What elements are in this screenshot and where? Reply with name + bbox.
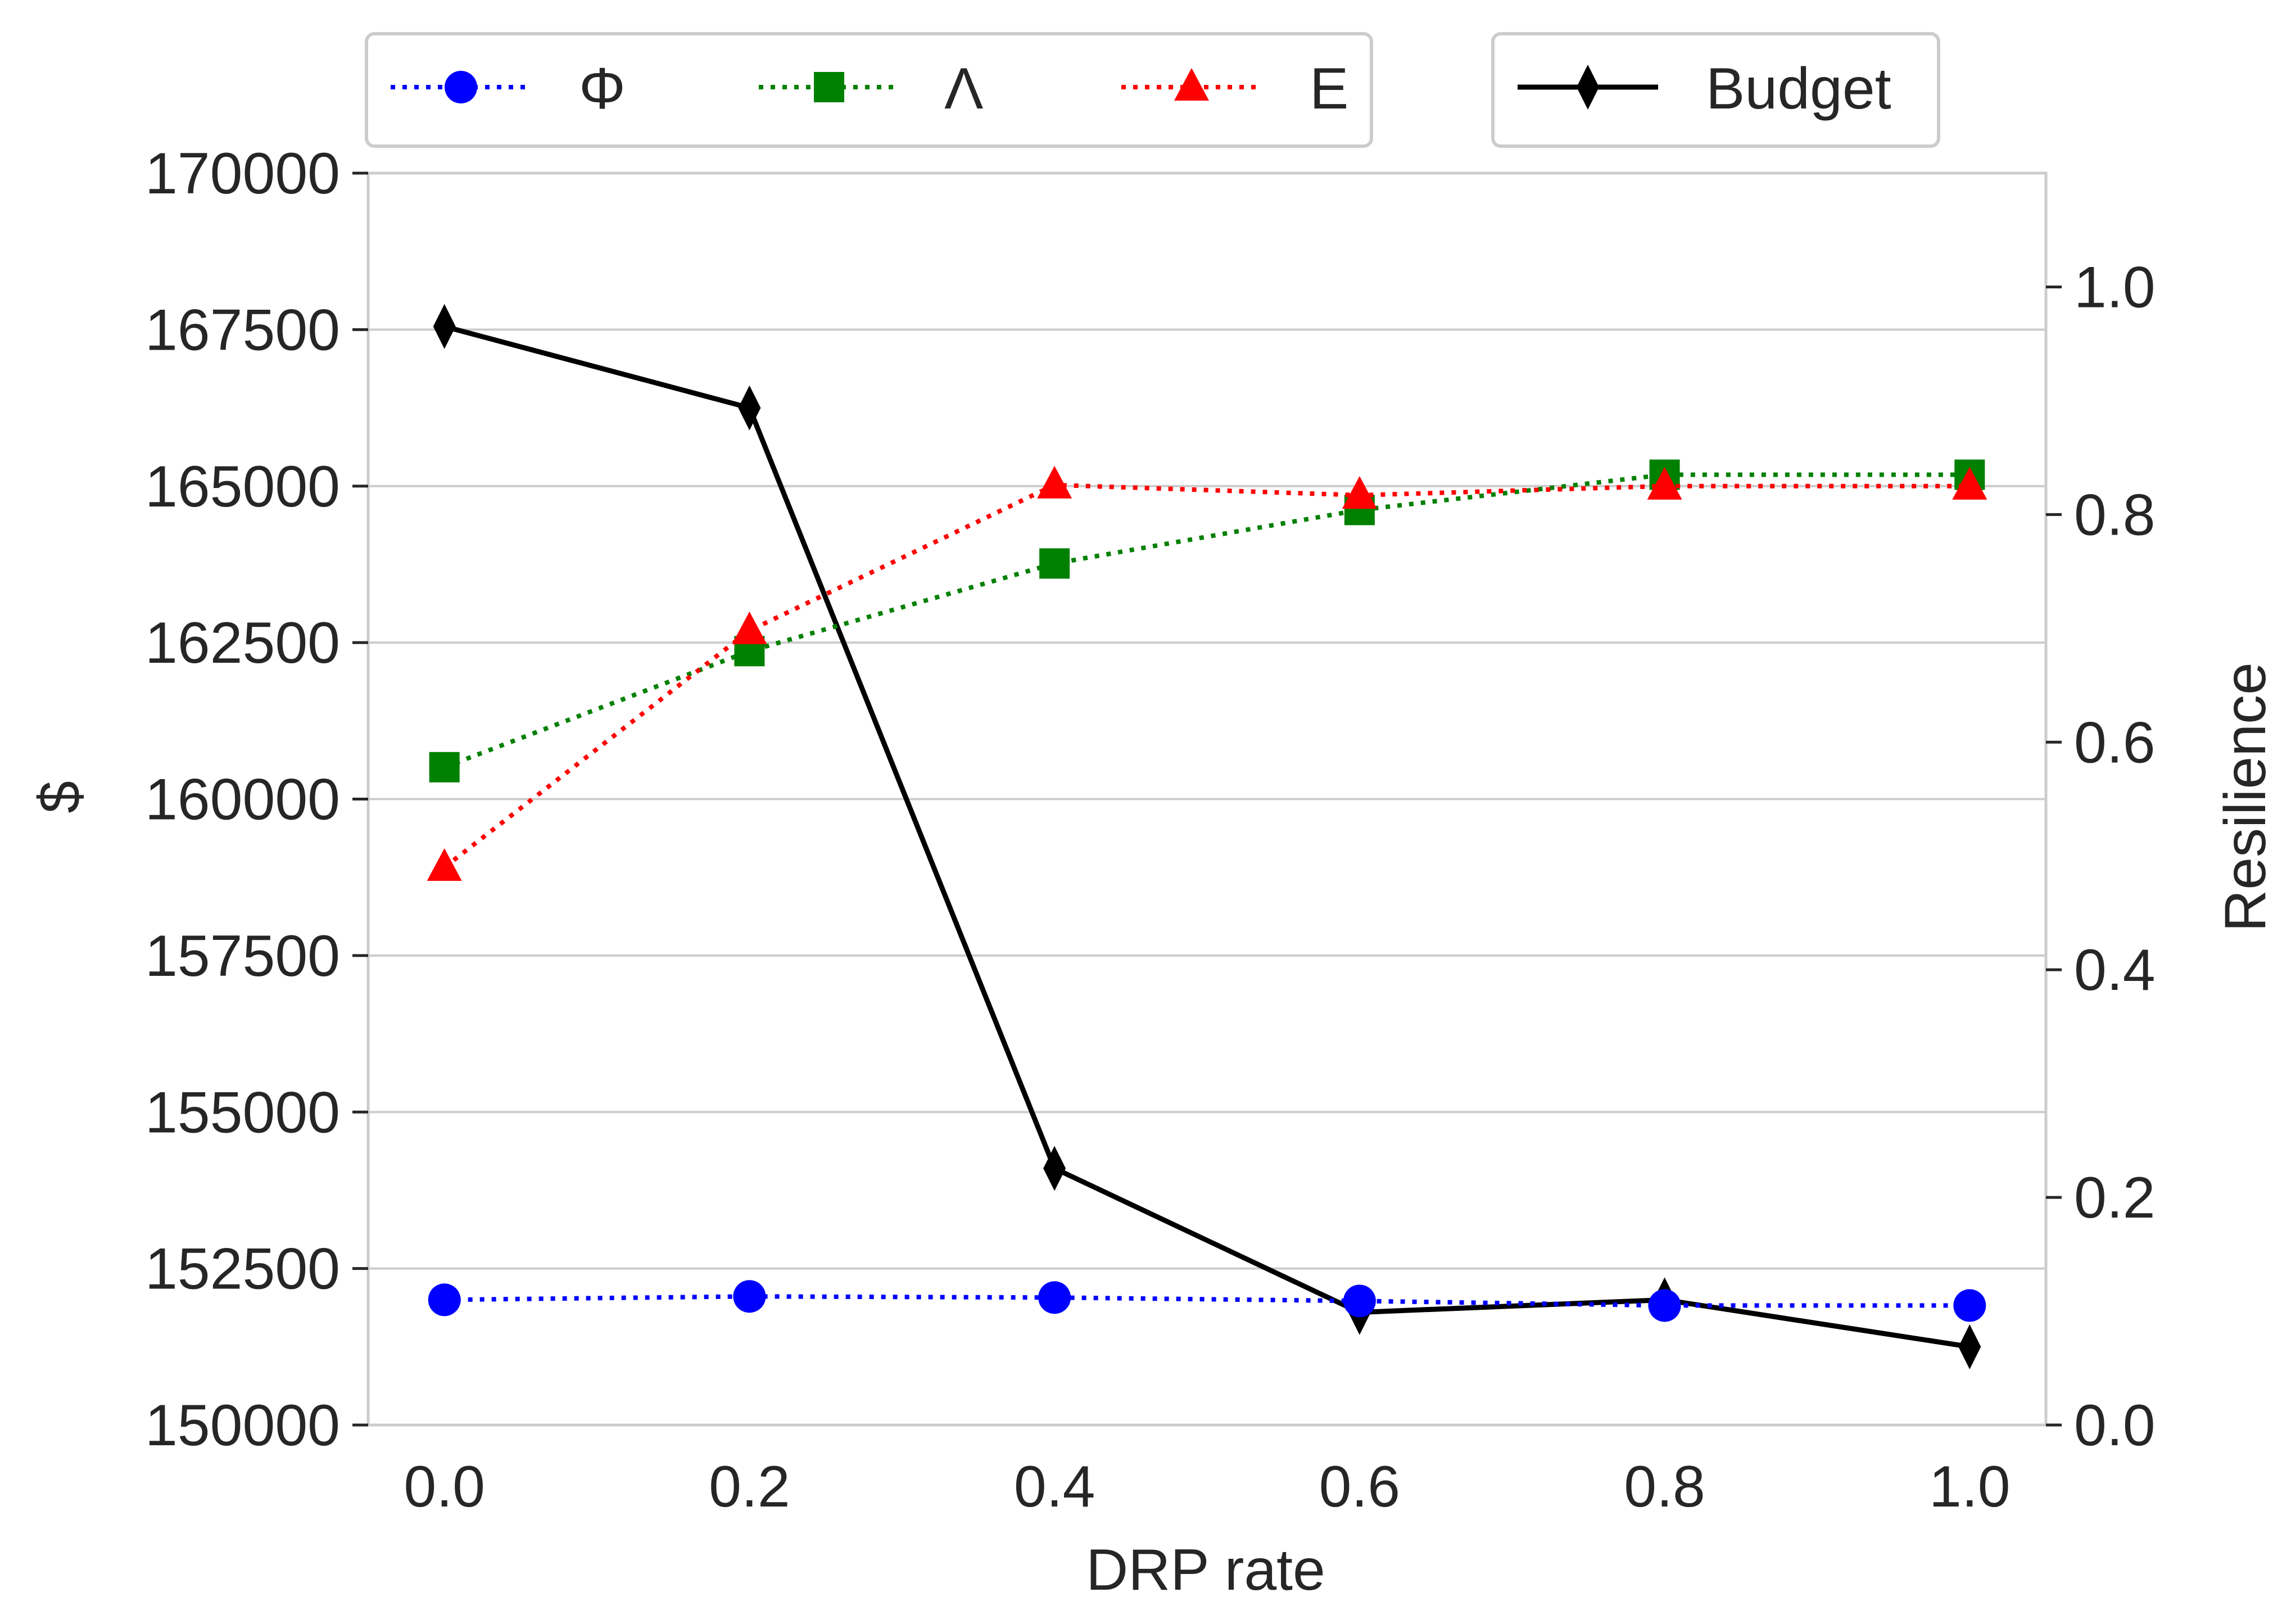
series-1-line: [443, 472, 1970, 770]
y-right-tick-label-0: 0.0: [2074, 1393, 2156, 1458]
y-left-tick-label-5: 162500: [145, 610, 340, 676]
y-left-tick-label-3: 157500: [145, 924, 340, 989]
y-left-tick-label-2: 155000: [145, 1080, 340, 1145]
series-3-point-2: [1043, 1146, 1066, 1191]
legend-entry-3: Budget: [1518, 56, 1891, 121]
x-tick-label-4: 0.8: [1624, 1454, 1705, 1519]
legend-entry-2-marker: [1174, 68, 1209, 101]
legend-entry-3-marker: [1577, 65, 1599, 110]
legend-entry-0: Φ: [391, 56, 626, 121]
legend-entry-3-label: Budget: [1706, 56, 1891, 121]
series-layer: [427, 304, 1987, 1369]
y-left-tick-label-8: 170000: [145, 141, 340, 206]
y-right-tick-label-5: 1.0: [2074, 255, 2156, 320]
y-axis-label-left: $: [28, 781, 93, 813]
series-0-point-3: [1343, 1284, 1376, 1318]
series-2-point-3: [1342, 476, 1377, 509]
series-3-line: [443, 324, 1971, 1350]
series-3-point-0: [433, 304, 456, 349]
series-2-line: [443, 482, 1970, 870]
y-right-tick-label-3: 0.6: [2074, 710, 2156, 775]
axis-labels: DRP rate $ Resilience: [28, 662, 2273, 1603]
legend-entry-1-label: Λ: [944, 56, 983, 121]
series-0-line: [444, 1294, 1970, 1308]
legend-entry-2: Ε: [1121, 56, 1348, 121]
series-0: [428, 1280, 1986, 1322]
series-0-point-0: [428, 1283, 461, 1317]
series-2-point-0: [427, 848, 462, 881]
series-2-point-1: [732, 611, 767, 644]
x-tick-label-3: 0.6: [1319, 1454, 1401, 1519]
series-3-point-5: [1958, 1324, 1981, 1369]
series-1-point-0: [429, 752, 460, 782]
series-0-point-4: [1648, 1289, 1681, 1322]
series-3-point-1: [738, 385, 761, 431]
legend: Φ Λ Ε Budget: [365, 32, 1940, 148]
series-0-point-2: [1038, 1281, 1071, 1314]
y-right-tick-label-1: 0.2: [2074, 1165, 2156, 1231]
x-axis-label: DRP rate: [1086, 1537, 1325, 1603]
series-0-point-1: [733, 1280, 766, 1313]
y-left-tick-label-7: 167500: [145, 297, 340, 363]
legend-entry-1-marker: [814, 72, 844, 102]
y-right-tick-label-2: 0.4: [2074, 938, 2156, 1003]
x-tick-label-1: 0.2: [709, 1454, 790, 1519]
series-3: [433, 304, 1981, 1369]
series-0-point-5: [1953, 1289, 1986, 1322]
y-axis-label-right: Resilience: [2213, 662, 2273, 932]
y-left-tick-label-1: 152500: [145, 1237, 340, 1302]
x-tick-label-5: 1.0: [1929, 1454, 2011, 1519]
series-2-point-5: [1952, 467, 1987, 500]
y-right-tick-label-4: 0.8: [2074, 482, 2156, 548]
y-left-tick-label-4: 160000: [145, 767, 340, 833]
legend-box-resilience: [365, 32, 1373, 148]
y-left-tick-label-0: 150000: [145, 1393, 340, 1458]
series-2-point-2: [1037, 465, 1072, 499]
legend-entry-0-marker: [445, 71, 477, 103]
x-tick-label-2: 0.4: [1014, 1454, 1095, 1519]
legend-entry-1: Λ: [759, 56, 983, 121]
series-2-point-4: [1647, 467, 1682, 500]
grid-lines: [368, 172, 2046, 1426]
x-tick-label-0: 0.0: [404, 1454, 485, 1519]
legend-entry-0-label: Φ: [579, 56, 626, 121]
legend-entry-2-label: Ε: [1310, 56, 1348, 121]
series-2: [427, 465, 1987, 881]
axis-ticks: 150000 152500 155000 157500 160000 162500 1650…: [145, 141, 2156, 1519]
y-left-tick-label-6: 165000: [145, 454, 340, 519]
series-1-point-2: [1039, 548, 1070, 579]
legend-box-budget: [1491, 32, 1940, 148]
series-1: [429, 459, 1985, 782]
